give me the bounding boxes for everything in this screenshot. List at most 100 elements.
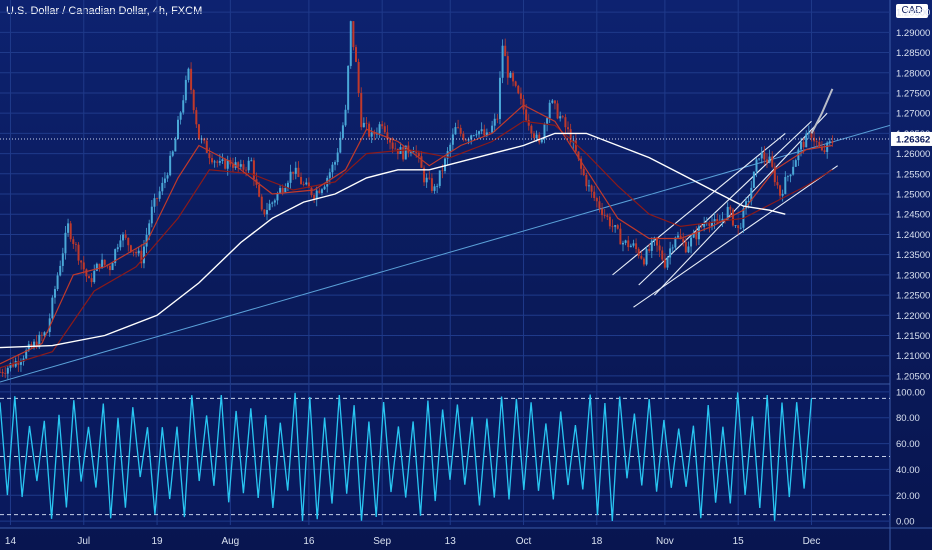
candle-body [582, 168, 585, 175]
candle-body [815, 141, 818, 143]
candle-body [533, 133, 535, 138]
ma-maroon-line [0, 120, 833, 369]
candle-body [726, 206, 729, 220]
candle-body [650, 240, 653, 251]
candle-body [747, 201, 750, 202]
candle-body [339, 137, 342, 153]
candle-body [1, 371, 4, 374]
candle-body [226, 159, 229, 169]
candle-body [423, 167, 426, 183]
candle-body [457, 127, 460, 128]
last-price-label: 1.26362 [896, 134, 930, 145]
x-tick-label: 16 [303, 536, 315, 547]
candle-body [90, 278, 93, 283]
candle-body [611, 226, 614, 228]
candle-body [394, 148, 397, 150]
candle-body [6, 367, 9, 374]
candle-body [258, 184, 261, 197]
candle-body [61, 253, 64, 266]
candle-body [93, 270, 96, 283]
y-tick-label: 1.21000 [896, 351, 930, 362]
candle-body [645, 249, 648, 265]
candle-body [784, 176, 787, 194]
candle-body [331, 164, 334, 173]
candle-body [622, 242, 624, 245]
stochastic-line [0, 392, 813, 521]
x-tick-label: Oct [516, 536, 532, 547]
candle-body [203, 138, 206, 141]
candle-body [593, 191, 596, 199]
candle-body [491, 125, 494, 133]
candle-body [137, 250, 140, 254]
candle-body [485, 132, 488, 136]
candle-body [67, 223, 70, 233]
candle-body [454, 127, 457, 135]
candle-body [690, 237, 693, 247]
candle-body [216, 161, 219, 163]
candle-body [831, 141, 834, 144]
candle-body [642, 258, 645, 265]
candle-body [195, 110, 198, 125]
candle-body [59, 265, 62, 276]
candle-body [349, 21, 352, 66]
candle-body [386, 132, 389, 140]
candle-body [412, 150, 415, 153]
candle-body [77, 244, 80, 261]
candle-body [124, 234, 127, 238]
currency-badge[interactable]: CAD [896, 4, 928, 18]
candle-body [569, 129, 572, 143]
candle-body [119, 240, 122, 248]
candle-body [598, 201, 601, 209]
candle-body [428, 177, 431, 179]
candle-body [676, 235, 679, 238]
candle-body [402, 147, 405, 160]
candle-body [763, 152, 766, 160]
candle-body [444, 158, 446, 172]
candle-body [818, 141, 821, 147]
y-tick-label: 1.22500 [896, 291, 930, 302]
candle-body [433, 186, 436, 191]
candle-body [627, 240, 630, 248]
candle-body [19, 361, 22, 365]
y-tick-label: 1.28000 [896, 68, 930, 79]
candle-body [101, 259, 104, 268]
candle-body [826, 142, 829, 152]
candle-body [679, 235, 682, 239]
candle-body [828, 141, 831, 143]
candle-body [122, 234, 125, 241]
candle-body [38, 334, 41, 348]
candle-body [231, 164, 234, 168]
candle-body [334, 162, 337, 165]
candle-body [711, 222, 713, 227]
candle-body [305, 182, 308, 185]
x-tick-label: Nov [656, 536, 674, 547]
candle-body [14, 361, 17, 367]
candle-body [328, 172, 331, 178]
candle-body [574, 140, 577, 152]
candle-body [187, 68, 190, 80]
candle-body [483, 129, 486, 136]
candle-body [559, 116, 562, 119]
candle-body [807, 132, 810, 134]
candle-body [289, 171, 292, 183]
candle-body [601, 208, 604, 216]
candle-body [300, 177, 303, 185]
candle-body [294, 167, 297, 174]
y-tick-label: 1.24000 [896, 230, 930, 241]
candle-body [430, 178, 433, 191]
osc-y-tick-label: 80.00 [896, 413, 920, 424]
candle-body [637, 249, 640, 256]
candle-body [208, 152, 211, 159]
candle-body [276, 193, 279, 201]
candle-body [355, 47, 357, 62]
candle-body [519, 93, 522, 99]
candle-body [567, 127, 570, 130]
candle-body [734, 225, 737, 227]
candle-body [344, 109, 347, 126]
candle-body [417, 152, 420, 157]
candle-body [786, 176, 789, 178]
candle-body [127, 237, 130, 246]
candle-body [43, 332, 46, 336]
